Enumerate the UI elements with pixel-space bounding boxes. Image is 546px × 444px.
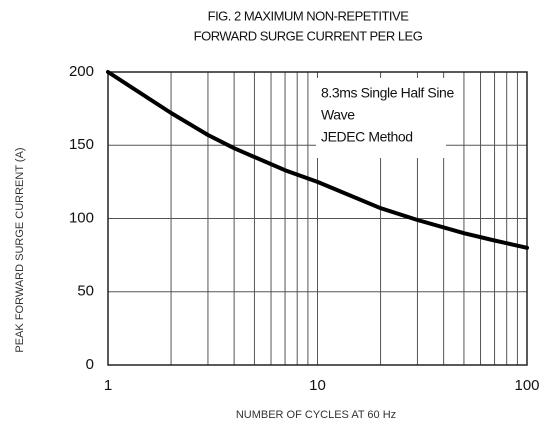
plot-frame	[107, 71, 528, 366]
annotation: 8.3ms Single Half Sine	[321, 85, 454, 101]
x-axis-label: NUMBER OF CYCLES AT 60 Hz	[236, 409, 396, 421]
annotation: Wave	[321, 107, 355, 123]
x-tick-label: 10	[309, 377, 326, 394]
annotation-box	[316, 78, 446, 158]
y-axis-label: PEAK FORWARD SURGE CURRENT (A)	[14, 147, 26, 352]
y-tick-label: 100	[69, 209, 94, 226]
y-tick-label: 0	[86, 356, 94, 373]
line	[106, 70, 529, 250]
y-tick-label: 50	[77, 283, 94, 300]
y-tick-label: 150	[69, 136, 94, 153]
y-tick-label: 200	[69, 63, 94, 80]
chart-title: FIG. 2 MAXIMUM NON-REPETITIVE	[208, 8, 410, 23]
x-tick-label: 100	[514, 377, 539, 394]
chart-title: FORWARD SURGE CURRENT PER LEG	[194, 28, 423, 43]
x-tick-label: 1	[104, 377, 112, 394]
annotation: JEDEC Method	[321, 129, 413, 145]
